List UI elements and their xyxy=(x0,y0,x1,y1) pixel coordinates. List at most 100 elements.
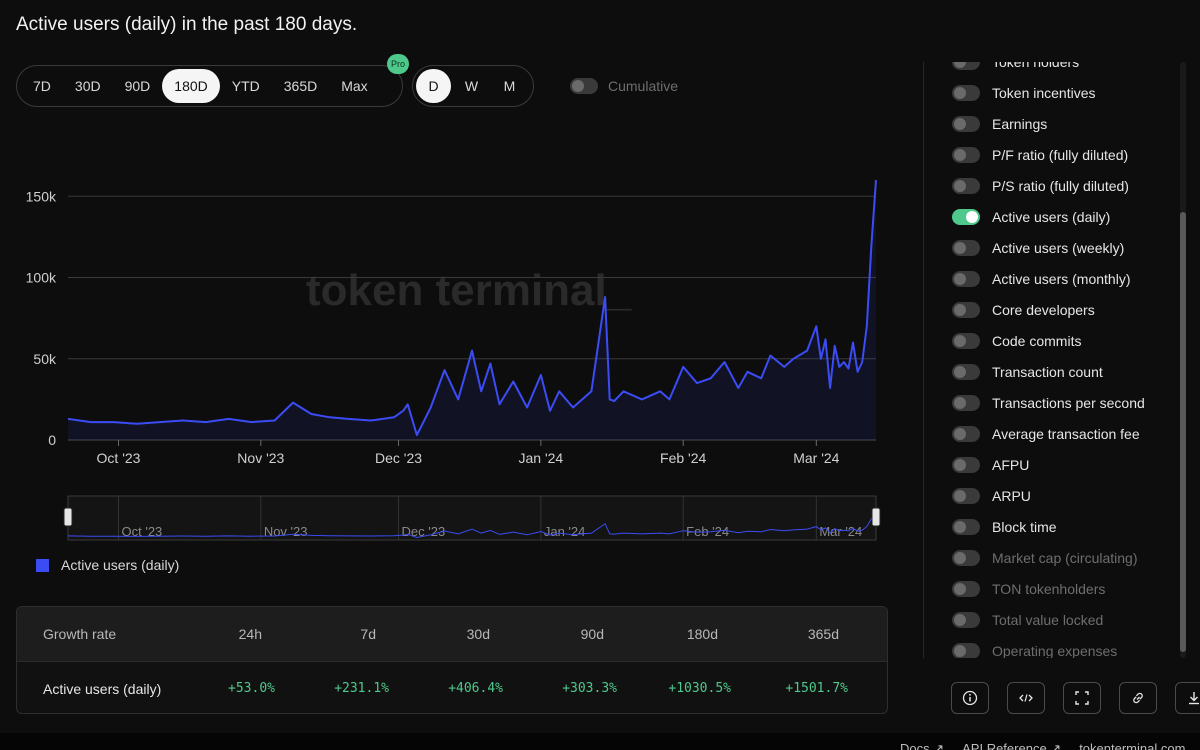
range-7d[interactable]: 7D xyxy=(33,78,51,94)
copy-link-button[interactable] xyxy=(1119,682,1157,714)
growth-header-90d: 90d xyxy=(580,626,604,642)
x-tick-label: Oct '23 xyxy=(97,450,141,466)
range-ytd[interactable]: YTD xyxy=(231,78,260,94)
metric-toggle[interactable] xyxy=(952,146,980,163)
metric-item[interactable]: Active users (weekly) xyxy=(952,232,1145,263)
metric-toggle[interactable] xyxy=(952,177,980,194)
metric-item[interactable]: ARPU xyxy=(952,480,1145,511)
metric-item[interactable]: TON tokenholders xyxy=(952,573,1145,604)
footer-link[interactable]: Docs ↗ xyxy=(900,741,945,750)
metric-toggle[interactable] xyxy=(952,611,980,628)
metric-toggle[interactable] xyxy=(952,332,980,349)
metric-toggle[interactable] xyxy=(952,394,980,411)
metric-toggle[interactable] xyxy=(952,518,980,535)
metric-toggle[interactable] xyxy=(952,115,980,132)
metric-toggle[interactable] xyxy=(952,270,980,287)
fullscreen-button[interactable] xyxy=(1063,682,1101,714)
metric-toggle[interactable] xyxy=(952,487,980,504)
growth-header-7d: 7d xyxy=(360,626,376,642)
y-tick-label: 100k xyxy=(26,270,57,286)
metric-item[interactable]: Average transaction fee xyxy=(952,418,1145,449)
growth-value-180d: +1030.5% xyxy=(668,681,731,696)
navigator-tick-label: Dec '23 xyxy=(402,524,446,539)
metric-toggle[interactable] xyxy=(952,549,980,566)
metric-toggle[interactable] xyxy=(952,425,980,442)
metric-toggle[interactable] xyxy=(952,301,980,318)
growth-table-header: Growth rate 24h 7d 30d 90d 180d 365d xyxy=(17,607,887,661)
growth-header-180d: 180d xyxy=(686,626,718,642)
metric-label: P/F ratio (fully diluted) xyxy=(992,146,1129,163)
metric-list: Token holders Token incentives Earnings P/F… xyxy=(952,62,1145,658)
range-90d[interactable]: 90D xyxy=(124,78,151,94)
metric-item[interactable]: Active users (monthly) xyxy=(952,263,1145,294)
metric-label: Earnings xyxy=(992,115,1048,132)
metric-toggle[interactable] xyxy=(952,456,980,473)
growth-value-30d: +406.4% xyxy=(448,681,503,696)
range-180d[interactable]: 180D xyxy=(162,69,220,103)
metric-label: Market cap (circulating) xyxy=(992,549,1138,566)
scrollbar-thumb[interactable] xyxy=(1180,212,1186,652)
footer-link[interactable]: API Reference ↗ xyxy=(962,741,1062,750)
y-tick-label: 0 xyxy=(48,432,56,448)
metrics-panel: Token holders Token incentives Earnings P/F… xyxy=(923,62,1200,658)
range-365d[interactable]: 365D xyxy=(283,78,318,94)
x-tick-label: Jan '24 xyxy=(519,450,564,466)
metric-label: Operating expenses xyxy=(992,642,1118,659)
growth-value-24h: +53.0% xyxy=(228,681,275,696)
granularity-w[interactable]: W xyxy=(464,78,479,94)
series-area xyxy=(68,180,876,440)
granularity-d[interactable]: D xyxy=(416,69,451,103)
download-button[interactable] xyxy=(1175,682,1200,714)
growth-header-label: Growth rate xyxy=(43,626,117,642)
metrics-scrollbar[interactable] xyxy=(1180,62,1186,658)
metric-item[interactable]: Operating expenses xyxy=(952,635,1145,658)
metric-item[interactable]: AFPU xyxy=(952,449,1145,480)
navigator-handle-left[interactable] xyxy=(63,507,73,527)
metric-item[interactable]: P/S ratio (fully diluted) xyxy=(952,170,1145,201)
range-max[interactable]: Max xyxy=(341,78,368,94)
metric-toggle[interactable] xyxy=(952,363,980,380)
info-button[interactable] xyxy=(951,682,989,714)
line-chart[interactable]: token terminal_ 0 50k 100k 150k Oct '23 Nov '2… xyxy=(0,120,900,480)
metric-item[interactable]: Earnings xyxy=(952,108,1145,139)
metric-toggle[interactable] xyxy=(952,84,980,101)
chart-navigator[interactable]: Oct '23 Nov '23 Dec '23 Jan '24 Feb '24 Mar '… xyxy=(60,490,890,550)
metric-label: Code commits xyxy=(992,332,1082,349)
metric-item[interactable]: Core developers xyxy=(952,294,1145,325)
metric-item[interactable]: Token incentives xyxy=(952,77,1145,108)
x-tick-label: Feb '24 xyxy=(660,450,706,466)
embed-button[interactable] xyxy=(1007,682,1045,714)
series-line-active-users-daily[interactable] xyxy=(67,179,877,437)
cumulative-toggle[interactable]: Cumulative xyxy=(570,78,678,94)
metric-item[interactable]: Transactions per second xyxy=(952,387,1145,418)
metric-item[interactable]: Block time xyxy=(952,511,1145,542)
metric-item[interactable]: Token holders xyxy=(952,62,1145,77)
metric-toggle[interactable] xyxy=(952,642,980,658)
metric-toggle[interactable] xyxy=(952,239,980,256)
metric-item[interactable]: Transaction count xyxy=(952,356,1145,387)
metric-item[interactable]: Market cap (circulating) xyxy=(952,542,1145,573)
legend-swatch xyxy=(36,558,49,572)
metric-label: ARPU xyxy=(992,487,1031,504)
chart-legend[interactable]: Active users (daily) xyxy=(36,557,179,573)
metric-label: Transaction count xyxy=(992,363,1103,380)
metric-label: Total value locked xyxy=(992,611,1104,628)
granularity-m[interactable]: M xyxy=(503,78,516,94)
metric-item[interactable]: Total value locked xyxy=(952,604,1145,635)
growth-header-365d: 365d xyxy=(807,626,839,642)
navigator-tick-label: Jan '24 xyxy=(544,524,586,539)
metric-toggle[interactable] xyxy=(952,208,980,225)
metric-toggle[interactable] xyxy=(952,62,980,70)
metric-item[interactable]: P/F ratio (fully diluted) xyxy=(952,139,1145,170)
range-30d[interactable]: 30D xyxy=(74,78,101,94)
footer-link[interactable]: tokenterminal.com xyxy=(1079,741,1186,750)
navigator-handle-right[interactable] xyxy=(871,507,881,527)
action-bar xyxy=(951,682,1200,714)
metric-item[interactable]: Active users (daily) xyxy=(952,201,1145,232)
x-tick-label: Dec '23 xyxy=(375,450,422,466)
pro-badge: Pro xyxy=(387,54,409,74)
metric-item[interactable]: Code commits xyxy=(952,325,1145,356)
cumulative-switch[interactable] xyxy=(570,78,598,94)
metric-toggle[interactable] xyxy=(952,580,980,597)
